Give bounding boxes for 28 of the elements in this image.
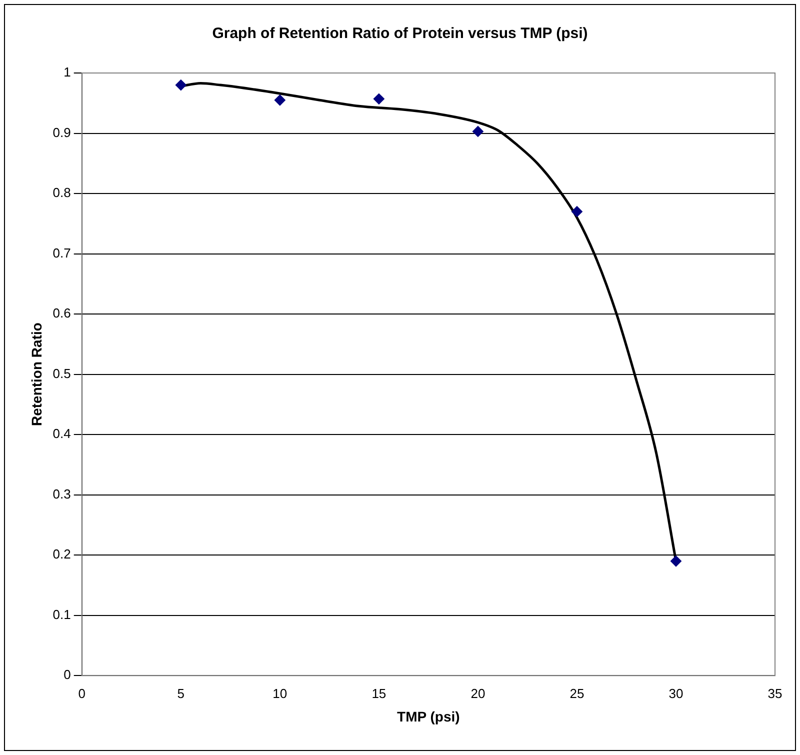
- y-tick-label: 0.9: [52, 124, 71, 140]
- y-tick-label: 1: [64, 64, 71, 80]
- x-tick-label: 30: [668, 686, 684, 701]
- y-tick-label: 0.4: [52, 426, 71, 442]
- y-tick-label: 0.2: [52, 546, 71, 562]
- point: [175, 80, 186, 91]
- point: [670, 556, 682, 567]
- x-tick-label: 10: [272, 686, 288, 701]
- y-axis-title: Retention Ratio: [28, 322, 44, 426]
- y-tick-label: 0.5: [52, 366, 71, 381]
- y-tick-label: 0: [64, 667, 71, 682]
- y-tick-label: 0.8: [52, 185, 71, 200]
- y-tick-label: 0.3: [52, 486, 71, 502]
- y-tick-label: 0.6: [52, 306, 71, 321]
- x-tick-label: 5: [177, 686, 185, 701]
- x-tick-label: 20: [470, 686, 486, 701]
- point: [472, 126, 484, 137]
- point: [571, 206, 582, 218]
- x-axis-title: TMP (psi): [397, 708, 460, 724]
- x-tick-label: 0: [78, 686, 86, 701]
- point: [373, 93, 384, 104]
- y-tick-label: 0.7: [52, 245, 71, 260]
- x-tick-label: 25: [570, 686, 584, 701]
- point: [274, 94, 286, 106]
- y-tick-label: 0.1: [52, 606, 71, 622]
- x-tick-label: 15: [372, 686, 386, 701]
- chart-title: Graph of Retention Ratio of Protein versus TMP (psi): [212, 25, 588, 42]
- x-tick-label: 35: [768, 686, 782, 701]
